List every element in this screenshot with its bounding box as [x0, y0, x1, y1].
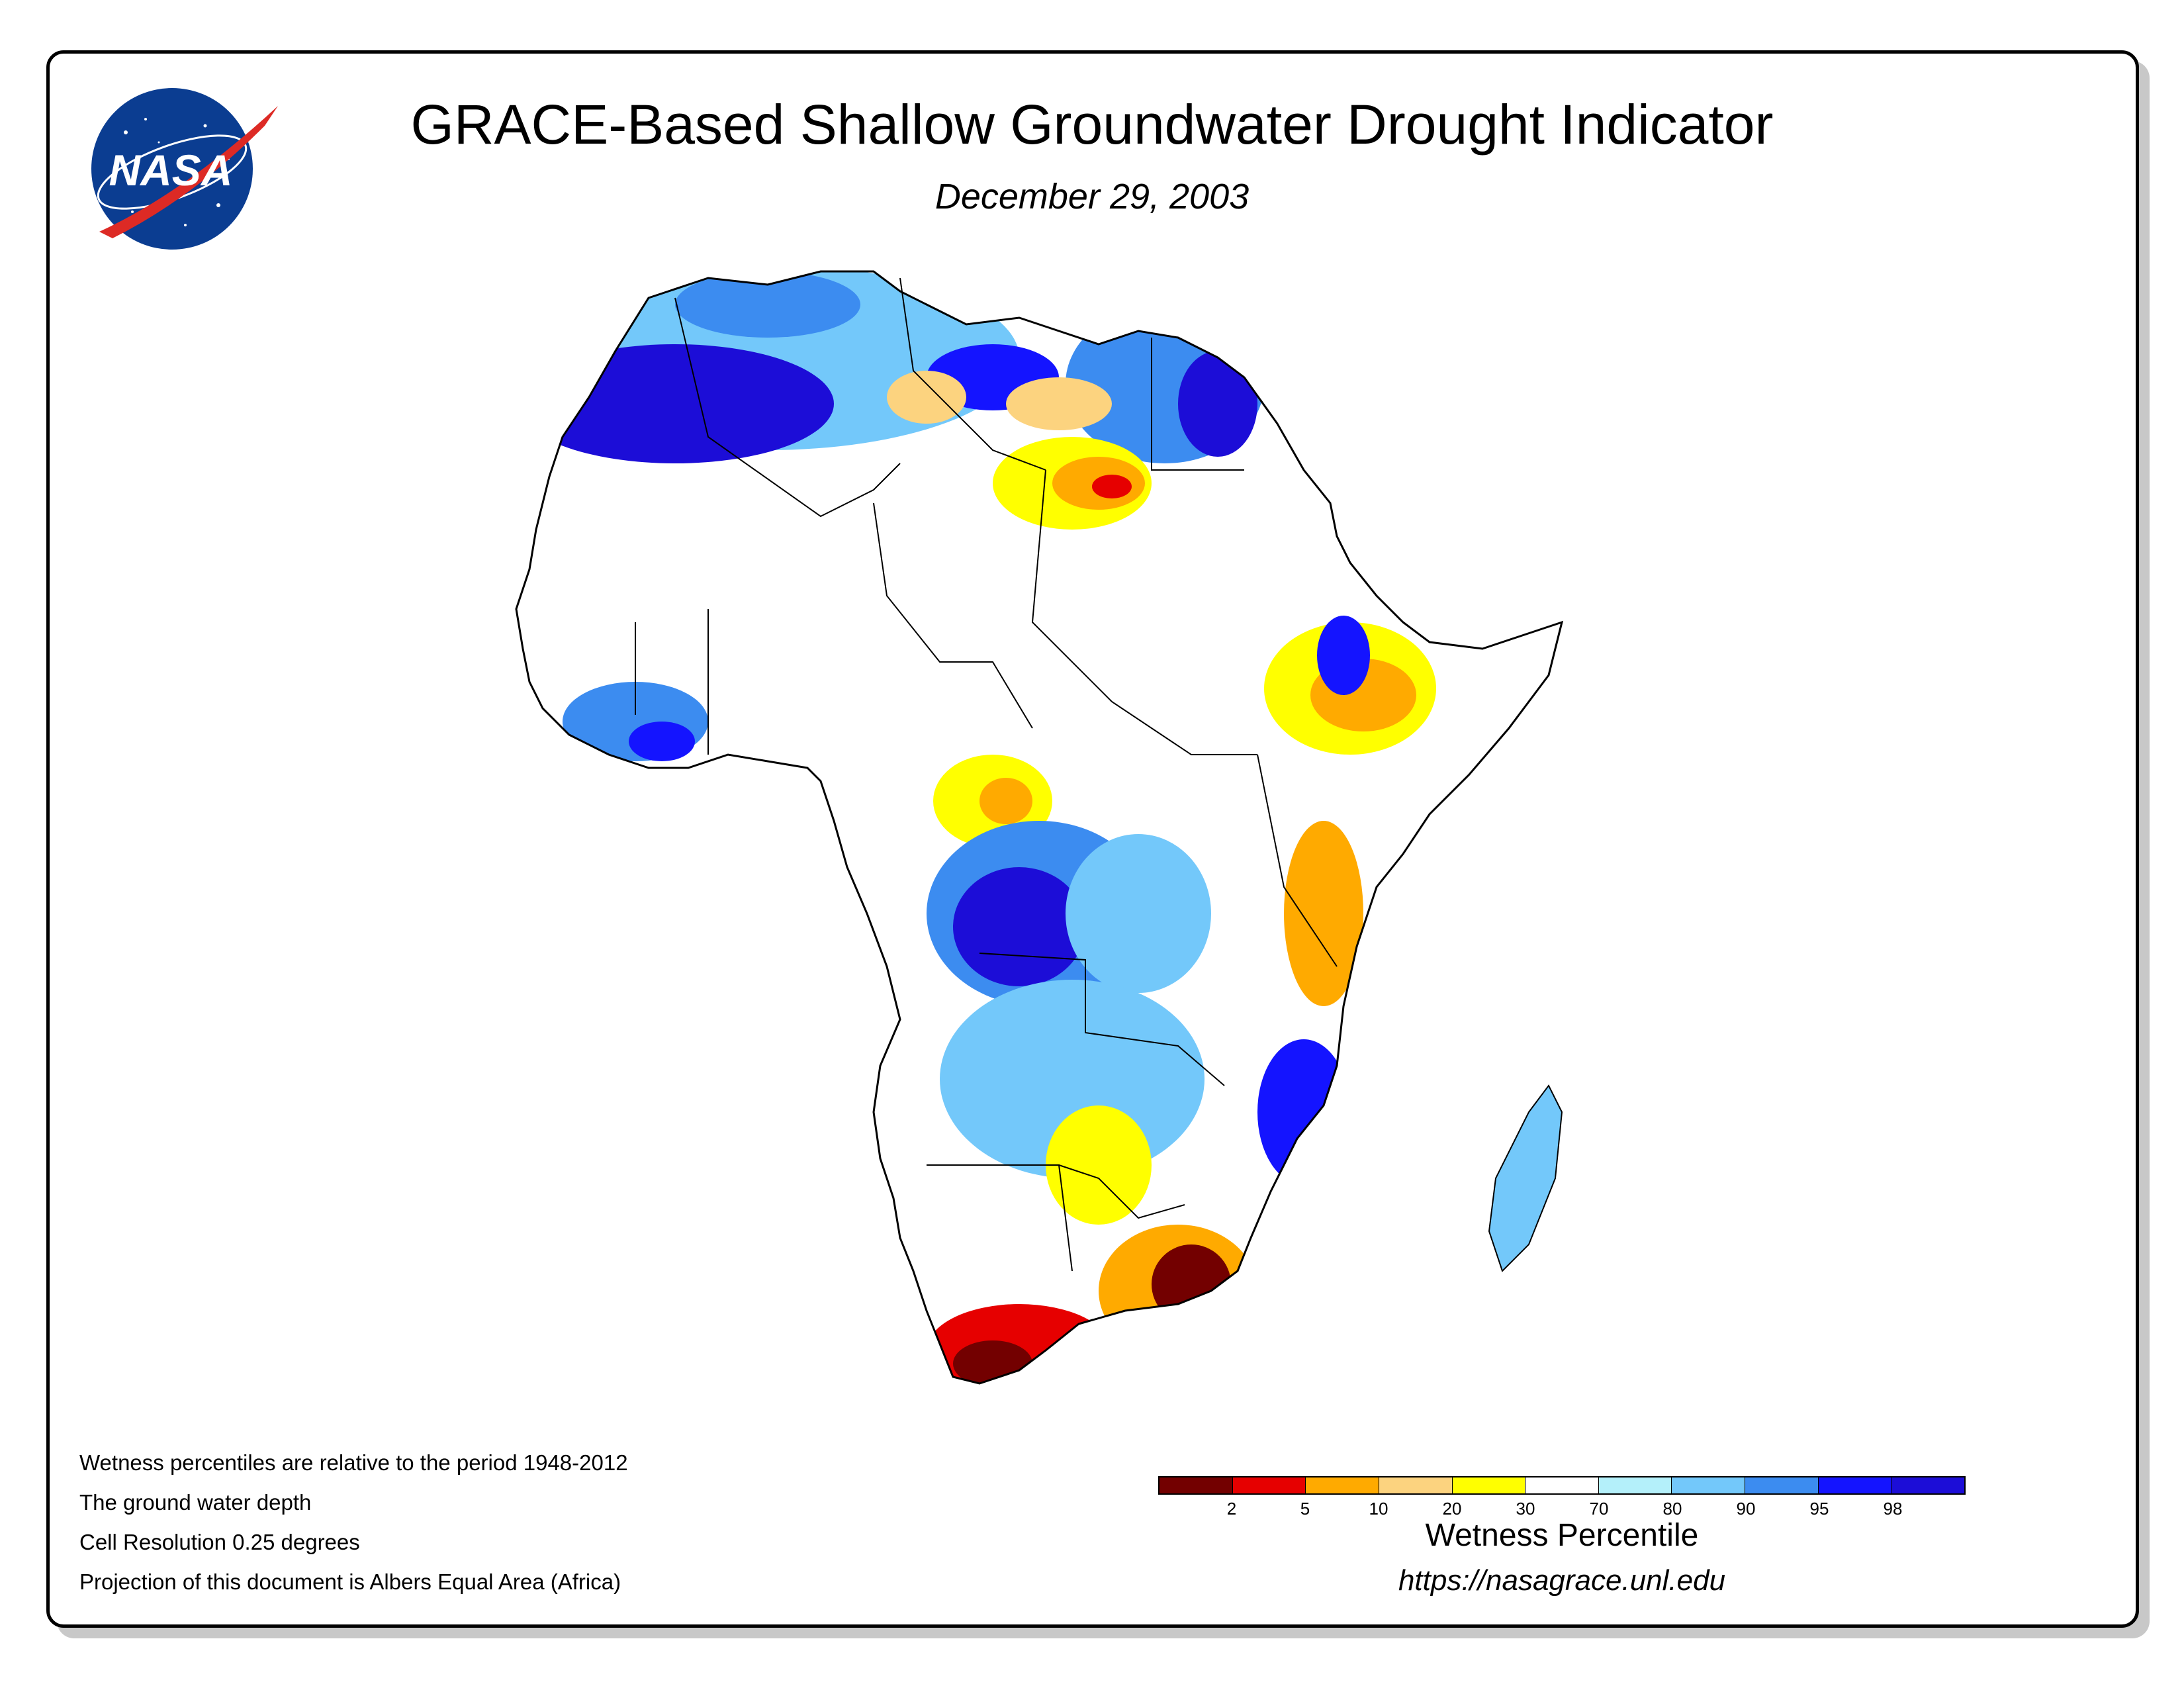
legend-tick: 70: [1589, 1499, 1609, 1519]
note-projection: Projection of this document is Albers Eq…: [79, 1570, 621, 1594]
source-url[interactable]: https://nasagrace.unl.edu: [1398, 1564, 1726, 1597]
legend-tick: 80: [1662, 1499, 1682, 1519]
map-notes: Wetness percentiles are relative to the …: [79, 1443, 807, 1602]
legend-swatch: [1818, 1477, 1892, 1493]
note-groundwater-depth: The ground water depth: [79, 1490, 312, 1515]
legend-swatch: [1379, 1477, 1453, 1493]
legend-tick: 5: [1300, 1499, 1310, 1519]
note-percentile-period: Wetness percentiles are relative to the …: [79, 1450, 628, 1475]
legend-swatch: [1232, 1477, 1306, 1493]
madagascar-island: [1488, 1084, 1563, 1272]
legend-swatch: [1891, 1477, 1965, 1493]
legend-swatch: [1598, 1477, 1672, 1493]
legend-tick: 98: [1883, 1499, 1903, 1519]
legend-swatch: [1745, 1477, 1819, 1493]
africa-map: [515, 270, 1563, 1385]
legend-tick: 90: [1736, 1499, 1756, 1519]
nasa-logo: NASA: [91, 88, 278, 250]
legend-tick: 30: [1516, 1499, 1535, 1519]
page-title: GRACE-Based Shallow Groundwater Drought …: [410, 93, 1774, 156]
legend-swatch: [1160, 1477, 1233, 1493]
legend-tick: 20: [1442, 1499, 1462, 1519]
legend-tick: 2: [1226, 1499, 1237, 1519]
legend-swatch: [1672, 1477, 1746, 1493]
legend-tick: 10: [1369, 1499, 1388, 1519]
note-cell-resolution: Cell Resolution 0.25 degrees: [79, 1530, 360, 1554]
legend-swatch: [1525, 1477, 1599, 1493]
nasa-logo-text: NASA: [109, 146, 232, 195]
legend-swatch: [1452, 1477, 1526, 1493]
legend-color-scale: [1158, 1476, 1966, 1495]
color-legend: 2 5 10 20 30 70 80 90 95 98: [1158, 1476, 1966, 1582]
map-date: December 29, 2003: [934, 177, 1250, 216]
legend-tick: 95: [1809, 1499, 1829, 1519]
legend-title: Wetness Percentile: [1425, 1518, 1699, 1553]
legend-swatch: [1306, 1477, 1379, 1493]
